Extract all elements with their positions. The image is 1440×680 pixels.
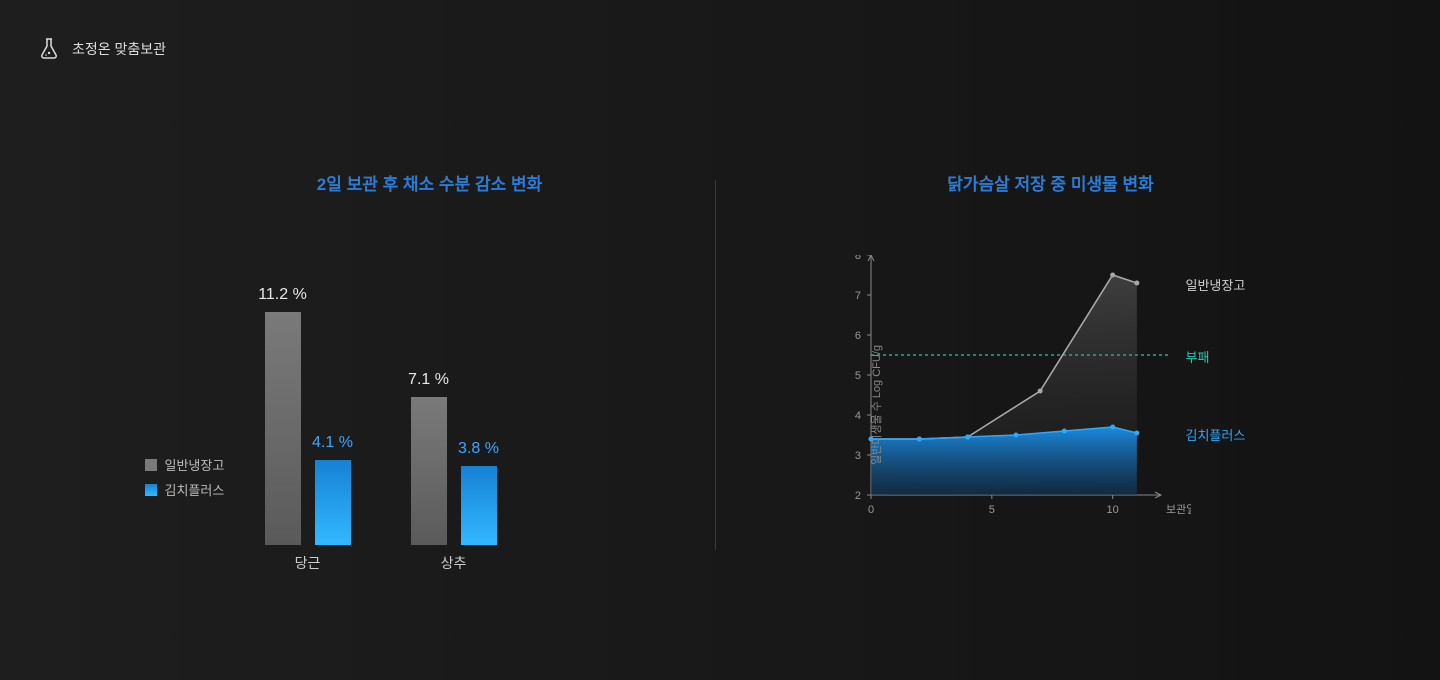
legend-label: 김치플러스 [165,480,225,499]
bar-gray: 11.2 % [265,312,301,545]
flask-icon [36,36,62,62]
line-chart-area: 일반미생물 수 Log CFU/g 2 3 4 5 6 7 8 0 5 10 보관일수 일반냉장고부… [841,255,1261,555]
series-label-normal: 일반냉장고 [1186,275,1246,294]
svg-text:0: 0 [867,504,873,516]
bar-group: 7.1 %3.8 %상추 [411,312,497,545]
bar-value-label: 4.1 % [312,434,353,452]
bar-groups: 11.2 %4.1 %당근7.1 %3.8 %상추 [265,312,497,545]
bar-chart-panel: 2일 보관 후 채소 수분 감소 변화 일반냉장고 김치플러스 11.2 % 4.… [145,170,715,585]
svg-text:2: 2 [854,490,860,502]
svg-text:5: 5 [988,504,994,516]
svg-text:10: 10 [1106,504,1118,516]
bar-gray: 7.1 % [411,397,447,545]
bar-legend: 일반냉장고 김치플러스 [145,455,225,505]
svg-text:7: 7 [854,290,860,302]
header-title: 초정온 맞춤보관 [72,39,166,59]
bar-group-label: 당근 [295,553,321,573]
bar-group-label: 상추 [441,553,467,573]
bar-value-label: 11.2 % [258,286,307,304]
header: 초정온 맞춤보관 [36,36,166,62]
svg-text:보관일수: 보관일수 [1166,502,1191,516]
bar-group: 11.2 %4.1 %당근 [265,312,351,545]
bar-blue: 4.1 % [315,460,351,545]
line-chart-svg: 2 3 4 5 6 7 8 0 5 10 보관일수 [841,255,1191,535]
bar-chart-title: 2일 보관 후 채소 수분 감소 변화 [145,170,715,195]
series-label-kimchiplus: 김치플러스 [1186,425,1246,444]
legend-item-blue: 김치플러스 [145,480,225,499]
svg-text:8: 8 [854,255,860,262]
bar-value-label: 3.8 % [458,440,499,458]
charts-container: 2일 보관 후 채소 수분 감소 변화 일반냉장고 김치플러스 11.2 % 4.… [0,170,1440,585]
bar-value-label: 7.1 % [408,371,449,389]
swatch-blue [145,484,157,496]
y-axis-label: 일반미생물 수 Log CFU/g [868,345,884,465]
svg-text:5: 5 [854,370,860,382]
svg-text:3: 3 [854,450,860,462]
bar-chart-area: 일반냉장고 김치플러스 11.2 % 4.1 % 당근 7.1 % 3.8 % 상추 [145,255,715,585]
threshold-label: 부패 [1186,347,1210,366]
line-chart-panel: 닭가슴살 저장 중 미생물 변화 일반미생물 수 Log CFU/g 2 3 4 5 6… [716,170,1296,585]
legend-label: 일반냉장고 [165,455,225,474]
svg-text:4: 4 [854,410,860,422]
legend-item-gray: 일반냉장고 [145,455,225,474]
swatch-gray [145,459,157,471]
bar-blue: 3.8 % [461,466,497,545]
svg-text:6: 6 [854,330,860,342]
line-chart-title: 닭가슴살 저장 중 미생물 변화 [806,170,1296,195]
